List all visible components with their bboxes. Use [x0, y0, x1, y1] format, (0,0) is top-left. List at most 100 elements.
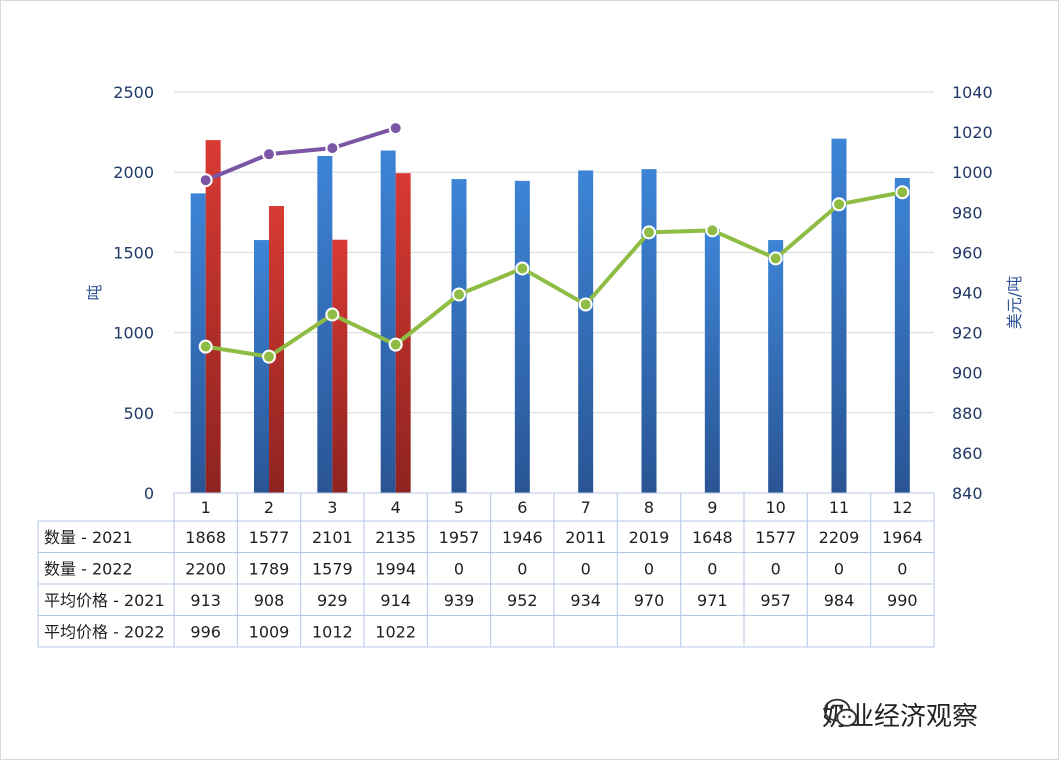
- table-cell: 0: [581, 560, 591, 579]
- bar-2022: [332, 239, 348, 493]
- bar-2021: [514, 180, 530, 493]
- bar-2021: [451, 179, 467, 493]
- x-tick-label: 4: [391, 498, 401, 517]
- table-cell: 1868: [185, 528, 226, 547]
- y-tick-label: 1500: [113, 243, 154, 262]
- price-2022-point: [388, 121, 403, 136]
- table-cell: 2011: [565, 528, 606, 547]
- x-tick-label: 1: [201, 498, 211, 517]
- y-tick-label: 0: [144, 484, 154, 503]
- bar-2021: [190, 193, 206, 493]
- table-cell: 1022: [375, 623, 416, 642]
- table-cell: 914: [380, 591, 411, 610]
- table-row-label: 数量 - 2021: [44, 528, 133, 547]
- x-tick-label: 8: [644, 498, 654, 517]
- y2-tick-label: 900: [952, 364, 983, 383]
- price-2021-point: [452, 287, 466, 302]
- table-row-label: 平均价格 - 2021: [44, 591, 165, 610]
- y2-tick-label: 1020: [952, 123, 993, 142]
- y2-tick-label: 920: [952, 324, 983, 343]
- table-cell: 1957: [439, 528, 480, 547]
- bar-2021: [254, 240, 269, 493]
- y2-tick-label: 840: [952, 484, 983, 503]
- price-2021-point: [515, 261, 530, 276]
- price-2021-point: [895, 185, 910, 200]
- x-tick-label: 9: [707, 498, 717, 517]
- table-row-label: 平均价格 - 2022: [44, 623, 165, 642]
- table-cell: 996: [190, 623, 221, 642]
- y2-tick-label: 960: [952, 243, 983, 262]
- table-cell: 990: [887, 591, 918, 610]
- x-tick-label: 2: [264, 498, 274, 517]
- bar-2021: [831, 138, 847, 494]
- y-tick-label: 500: [123, 404, 154, 423]
- bar-2021: [768, 240, 784, 493]
- table-cell: 929: [317, 591, 348, 610]
- table-cell: 1648: [692, 528, 733, 547]
- table-cell: 2101: [312, 528, 353, 547]
- bar-2021: [380, 150, 396, 493]
- table-cell: 2135: [375, 528, 416, 547]
- price-2022-point: [198, 173, 213, 188]
- price-2022-point: [262, 147, 276, 162]
- price-2021-point: [198, 339, 213, 354]
- table-cell: 913: [190, 591, 221, 610]
- x-tick-label: 6: [517, 498, 527, 517]
- y2-tick-label: 940: [952, 284, 983, 303]
- price-2022-line: [203, 126, 398, 183]
- y2-tick-label: 880: [952, 404, 983, 423]
- y-axis-title: 吨: [85, 284, 104, 300]
- x-tick-label: 12: [892, 498, 912, 517]
- table-cell: 1577: [755, 528, 796, 547]
- wechat-icon: [823, 698, 858, 727]
- table-cell: 1012: [312, 623, 353, 642]
- y2-axis-title: 美元/吨: [1005, 276, 1024, 329]
- table-cell: 0: [517, 560, 527, 579]
- price-2021-point: [705, 223, 720, 238]
- table-cell: 984: [824, 591, 855, 610]
- table-cell: 934: [570, 591, 601, 610]
- x-tick-label: 10: [765, 498, 785, 517]
- x-tick-label: 5: [454, 498, 464, 517]
- bar-2021: [317, 155, 333, 493]
- table-cell: 0: [897, 560, 907, 579]
- table-cell: 908: [254, 591, 285, 610]
- table-cell: 939: [444, 591, 475, 610]
- price-2021-point: [768, 251, 783, 266]
- bar-2021: [578, 170, 594, 493]
- table-cell: 2200: [185, 560, 226, 579]
- price-2021-point: [388, 337, 403, 352]
- table-cell: 0: [771, 560, 781, 579]
- table-cell: 0: [644, 560, 654, 579]
- price-2021-point: [578, 297, 593, 312]
- price-2021-point: [642, 225, 656, 240]
- y2-tick-label: 1040: [952, 83, 993, 102]
- y-tick-label: 2000: [113, 163, 154, 182]
- x-tick-label: 11: [829, 498, 849, 517]
- table-cell: 0: [454, 560, 464, 579]
- table-cell: 0: [834, 560, 844, 579]
- bar-2022: [395, 173, 411, 493]
- bar-2021: [704, 228, 720, 493]
- y2-tick-label: 860: [952, 444, 983, 463]
- bar-2021: [894, 177, 910, 493]
- table-cell: 1994: [375, 560, 416, 579]
- table-cell: 1577: [249, 528, 290, 547]
- x-tick-label: 3: [327, 498, 337, 517]
- table-cell: 2209: [819, 528, 860, 547]
- table-cell: 1789: [249, 560, 290, 579]
- bar-2022: [205, 140, 221, 493]
- y2-tick-label: 1000: [952, 163, 993, 182]
- table-cell: 1946: [502, 528, 543, 547]
- price-2022-point: [325, 141, 340, 156]
- price-2021-line: [203, 190, 905, 359]
- table-cell: 1579: [312, 560, 353, 579]
- table-cell: 971: [697, 591, 728, 610]
- table-row-label: 数量 - 2022: [44, 560, 133, 579]
- table-cell: 970: [634, 591, 665, 610]
- bar-2021: [641, 169, 657, 493]
- y-tick-label: 1000: [113, 324, 154, 343]
- price-2021-point: [262, 349, 276, 364]
- price-2021-point: [832, 197, 846, 212]
